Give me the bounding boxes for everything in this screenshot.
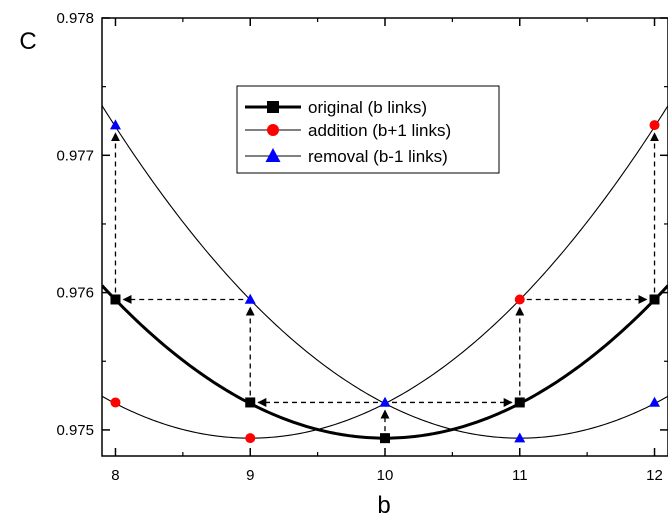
data-point-square-series-0	[380, 433, 390, 444]
x-tick-labels: 8 9 10 11 12	[111, 467, 663, 484]
legend-marker-triangle	[265, 148, 281, 162]
y-tick-label: 0.977	[56, 147, 94, 164]
data-point-circle-series-1	[245, 433, 256, 444]
transition-arrows	[110, 132, 660, 432]
legend-label: addition (b+1 links)	[308, 121, 451, 140]
data-point-triangle-series-2	[649, 396, 661, 407]
data-point-triangle-series-2	[109, 119, 121, 130]
x-tick-label: 10	[377, 467, 394, 484]
legend-label: removal (b-1 links)	[308, 147, 448, 166]
data-point-circle-series-1	[649, 120, 660, 131]
y-tick-label: 0.975	[56, 422, 94, 439]
y-axis-title: C	[19, 28, 36, 55]
data-point-triangle-series-2	[244, 293, 256, 304]
axis-ticks	[102, 17, 668, 456]
y-tick-label: 0.978	[56, 10, 94, 27]
y-tick-labels: 0.975 0.976 0.977 0.978	[56, 10, 94, 439]
y-tick-label: 0.976	[56, 285, 94, 302]
data-points	[109, 119, 661, 444]
legend-label: original (b links)	[308, 98, 427, 117]
x-tick-label: 11	[512, 467, 528, 484]
data-point-triangle-series-2	[379, 396, 391, 407]
x-axis-title: b	[377, 492, 390, 519]
legend-marker-square	[267, 101, 279, 113]
x-tick-label: 8	[111, 467, 119, 484]
data-point-triangle-series-2	[514, 432, 526, 443]
x-tick-label: 12	[646, 467, 663, 484]
data-point-circle-series-1	[514, 294, 525, 305]
data-point-square-series-0	[110, 294, 121, 305]
data-point-square-series-0	[245, 397, 256, 408]
legend-marker-circle	[267, 124, 279, 136]
legend: original (b links) addition (b+1 links) re…	[236, 85, 500, 174]
x-tick-label: 9	[246, 467, 254, 484]
fit-curve-series-0	[102, 284, 668, 440]
data-point-square-series-0	[514, 397, 525, 408]
data-point-circle-series-1	[110, 397, 121, 408]
plot-frame	[101, 17, 668, 457]
data-point-square-series-0	[649, 294, 660, 305]
